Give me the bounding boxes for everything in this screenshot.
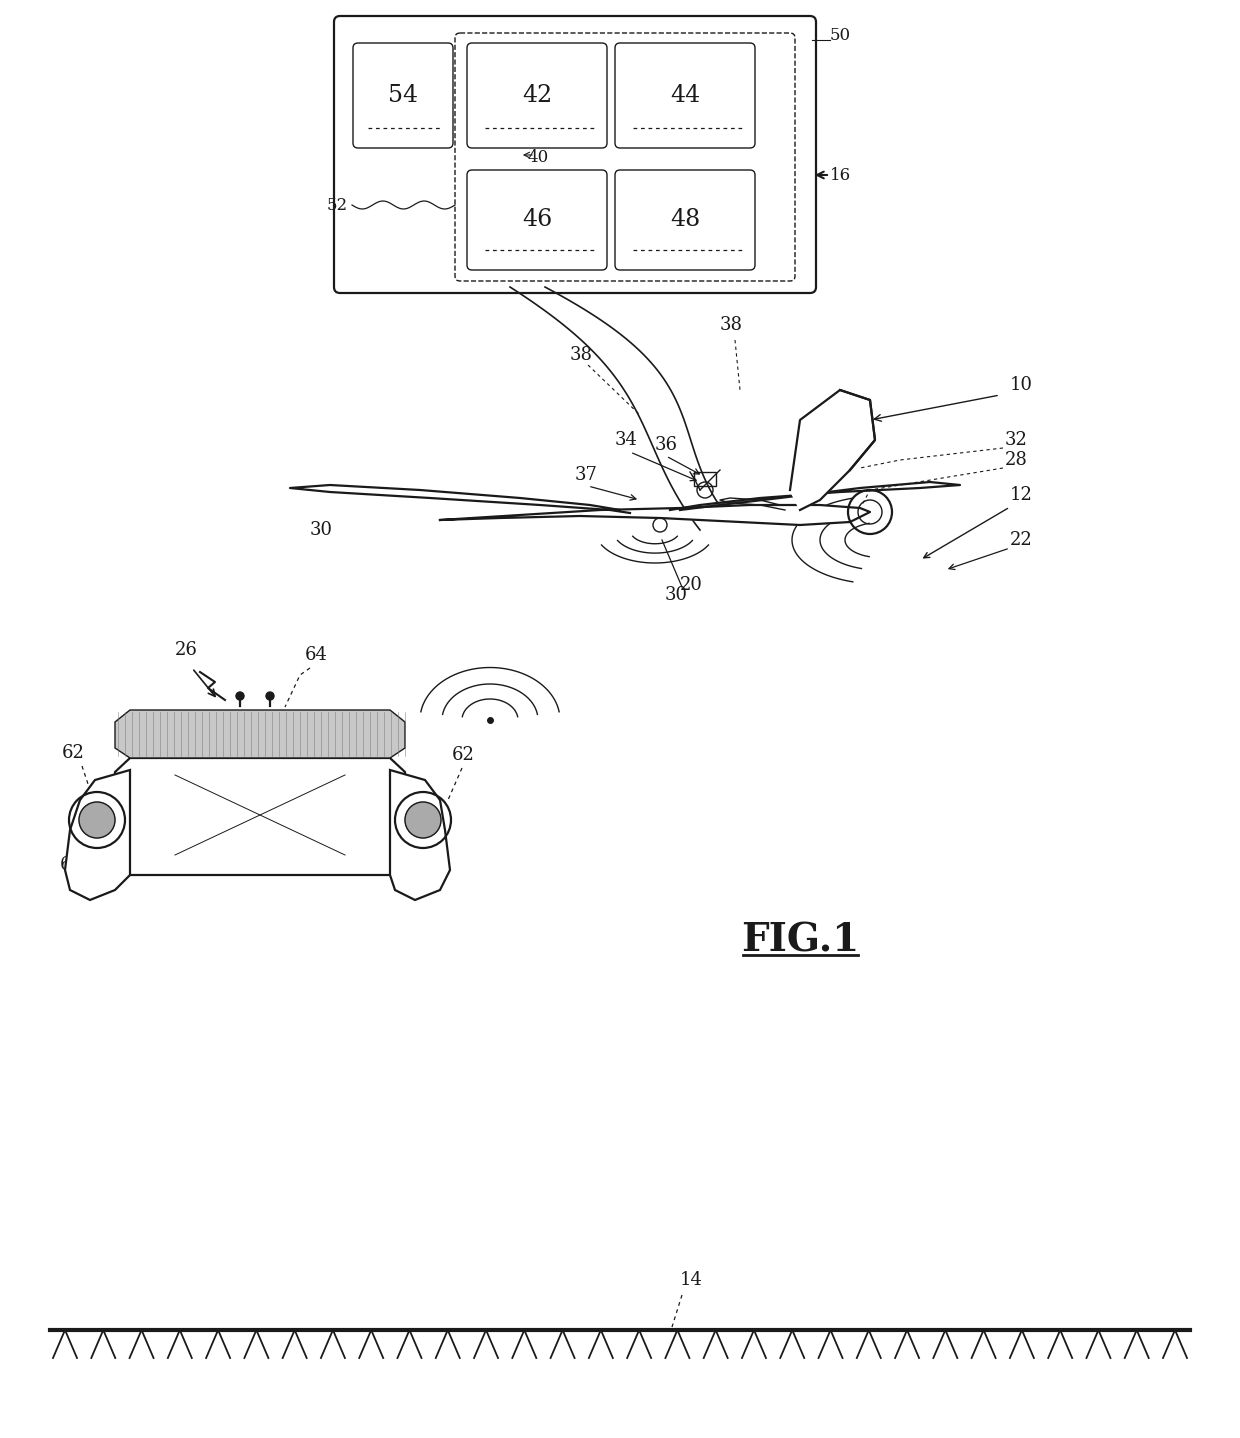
Text: 42: 42 [522,83,552,106]
Text: 26: 26 [175,641,198,659]
FancyBboxPatch shape [467,170,608,270]
Text: 36: 36 [655,436,678,454]
Text: 30: 30 [310,521,334,539]
Text: 30: 30 [665,587,688,604]
Text: 38: 38 [570,347,593,364]
Circle shape [236,692,244,700]
Text: 52: 52 [327,197,348,213]
Circle shape [267,692,274,700]
Text: 50: 50 [830,26,851,43]
Text: 46: 46 [522,209,552,232]
Text: 12: 12 [1011,486,1033,503]
Text: 62: 62 [62,743,84,762]
Text: 64: 64 [305,646,327,664]
Circle shape [405,802,441,838]
Text: 38: 38 [720,316,743,334]
Text: 16: 16 [830,167,851,184]
Polygon shape [670,482,960,510]
Polygon shape [440,505,870,525]
FancyBboxPatch shape [467,43,608,148]
Text: 48: 48 [670,209,701,232]
Polygon shape [115,758,405,874]
Polygon shape [64,769,130,900]
Text: 37: 37 [575,466,598,485]
Text: FIG.1: FIG.1 [740,920,859,959]
Bar [175,775,345,856]
Text: 54: 54 [388,83,418,106]
Bar [265,856,315,870]
Text: 32: 32 [1004,431,1028,449]
Text: 28: 28 [1004,452,1028,469]
Text: 22: 22 [1011,531,1033,549]
Text: 34: 34 [615,431,637,449]
Text: 62: 62 [453,746,475,764]
Polygon shape [391,769,450,900]
Bar [694,472,715,486]
Bar [175,856,224,870]
Text: 60: 60 [401,876,423,894]
FancyBboxPatch shape [353,43,453,148]
Text: 20: 20 [680,577,703,594]
FancyBboxPatch shape [615,170,755,270]
FancyBboxPatch shape [334,16,816,293]
Polygon shape [290,485,630,513]
Text: 40: 40 [527,150,548,167]
Text: 60: 60 [60,856,83,874]
Text: 10: 10 [1011,375,1033,394]
Polygon shape [790,390,875,510]
Text: 14: 14 [680,1271,703,1288]
FancyBboxPatch shape [615,43,755,148]
Text: 44: 44 [670,83,701,106]
FancyBboxPatch shape [455,33,795,280]
Circle shape [79,802,115,838]
Polygon shape [115,710,405,758]
